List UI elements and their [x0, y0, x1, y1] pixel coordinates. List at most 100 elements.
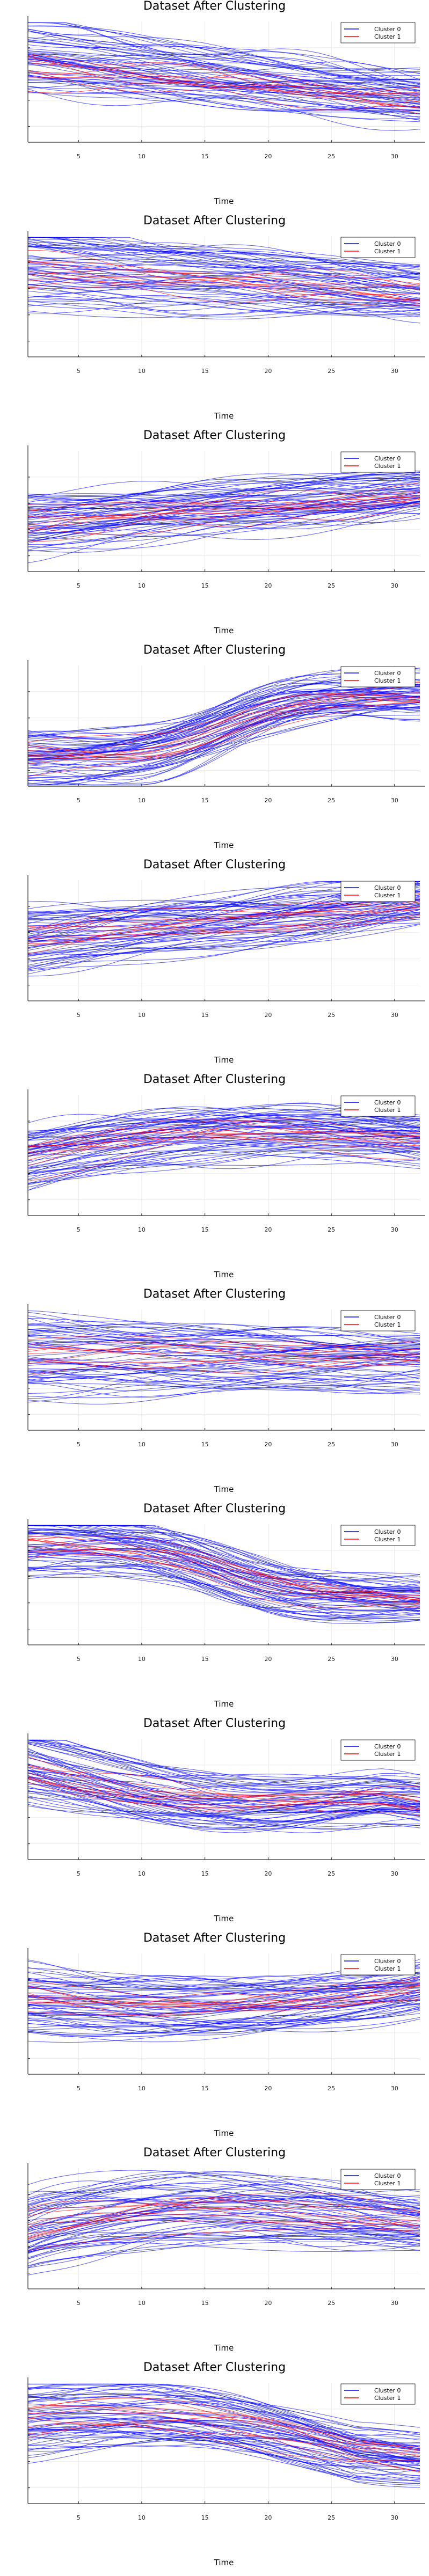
series-lines — [27, 2383, 420, 2487]
series-line-cluster-0 — [28, 22, 420, 87]
series-line-cluster-0 — [27, 1559, 420, 1623]
series-line-cluster-0 — [27, 705, 420, 786]
x-tick-label: 25 — [328, 1441, 335, 1448]
series-line-cluster-0 — [27, 1368, 420, 1382]
series-line-cluster-0 — [27, 271, 420, 295]
x-tick-label: 5 — [77, 2300, 81, 2307]
series-line-cluster-0 — [27, 1160, 420, 1175]
series-line-cluster-0 — [27, 79, 420, 112]
series-line-cluster-0 — [27, 56, 420, 103]
series-line-cluster-0 — [27, 1387, 420, 1404]
series-line-cluster-1 — [27, 1777, 420, 1802]
chart-title: Dataset After Clustering — [143, 1288, 286, 1301]
series-line-cluster-0 — [27, 1112, 420, 1138]
series-line-cluster-0 — [27, 1136, 420, 1147]
series-line-cluster-0 — [27, 41, 420, 92]
series-line-cluster-1 — [27, 693, 420, 759]
series-lines — [27, 666, 420, 786]
series-line-cluster-1 — [27, 281, 420, 304]
series-line-cluster-0 — [27, 1310, 420, 1352]
x-tick-label: 30 — [391, 1656, 398, 1663]
chart-svg: Dataset After Clustering 5 10 15 20 25 30 Time C… — [27, 2361, 425, 2567]
series-line-cluster-0 — [27, 1967, 420, 1989]
series-line-cluster-0 — [27, 1572, 420, 1620]
series-line-cluster-1 — [27, 2207, 420, 2239]
series-line-cluster-1 — [27, 2200, 420, 2213]
series-line-cluster-0 — [27, 1790, 420, 1829]
legend-box — [340, 2169, 416, 2190]
series-line-cluster-0 — [27, 1999, 420, 2036]
series-line-cluster-1 — [27, 901, 420, 954]
series-line-cluster-0 — [27, 279, 420, 312]
series-line-cluster-0 — [27, 1989, 420, 2023]
series-line-cluster-0 — [27, 270, 420, 302]
series-line-cluster-0 — [27, 1321, 420, 1349]
series-line-cluster-0 — [27, 1359, 420, 1386]
x-tick-label: 10 — [138, 1441, 146, 1448]
series-line-cluster-1 — [27, 1984, 420, 2007]
series-lines — [27, 22, 420, 131]
x-tick-label: 5 — [77, 582, 81, 589]
series-line-cluster-1 — [27, 1537, 420, 1599]
series-line-cluster-0 — [27, 1532, 420, 1602]
chart-panel: Dataset After Clustering 5 10 15 20 25 30 Time C… — [0, 1932, 429, 2147]
series-line-cluster-1 — [27, 1136, 420, 1181]
series-line-cluster-0 — [27, 2189, 420, 2231]
series-line-cluster-0 — [27, 2396, 420, 2444]
series-line-cluster-0 — [27, 1383, 420, 1391]
legend-label: Cluster 1 — [374, 892, 401, 899]
series-line-cluster-0 — [27, 909, 420, 971]
series-line-cluster-1 — [27, 1984, 420, 2009]
series-line-cluster-1 — [27, 681, 420, 743]
legend-label: Cluster 0 — [374, 884, 401, 891]
series-line-cluster-1 — [27, 2417, 420, 2473]
series-line-cluster-0 — [27, 2445, 420, 2471]
series-lines — [27, 470, 420, 564]
series-line-cluster-1 — [27, 63, 420, 97]
series-line-cluster-0 — [27, 470, 420, 498]
series-line-cluster-0 — [27, 2218, 420, 2249]
x-tick-label: 30 — [391, 1012, 398, 1019]
series-line-cluster-1 — [27, 1767, 420, 1810]
series-line-cluster-0 — [27, 1739, 420, 1790]
legend-box — [340, 237, 416, 258]
series-line-cluster-0 — [27, 25, 420, 73]
series-line-cluster-0 — [27, 274, 420, 301]
legend-box — [340, 2383, 416, 2405]
series-line-cluster-0 — [27, 684, 420, 745]
x-tick-label: 5 — [77, 2514, 81, 2521]
chart-title: Dataset After Clustering — [143, 1503, 286, 1516]
series-line-cluster-1 — [27, 63, 420, 108]
legend-label: Cluster 1 — [374, 248, 401, 255]
legend-label: Cluster 1 — [374, 677, 401, 684]
series-line-cluster-1 — [27, 700, 420, 777]
x-tick-label: 15 — [201, 2300, 209, 2307]
x-tick-label: 15 — [201, 1870, 209, 1877]
legend-box — [340, 666, 416, 687]
series-line-cluster-0 — [27, 501, 420, 551]
series-line-cluster-0 — [27, 1977, 420, 2002]
series-line-cluster-0 — [27, 1136, 420, 1169]
series-line-cluster-0 — [27, 1533, 420, 1583]
x-axis-label: Time — [214, 1699, 234, 1709]
legend-label: Cluster 0 — [374, 670, 401, 677]
chart-title: Dataset After Clustering — [143, 2147, 286, 2160]
series-lines — [27, 1525, 420, 1624]
legend-label: Cluster 0 — [374, 1314, 401, 1321]
x-tick-label: 30 — [391, 1441, 398, 1448]
series-line-cluster-0 — [27, 511, 420, 550]
series-line-cluster-0 — [27, 2221, 420, 2251]
series-line-cluster-0 — [27, 1797, 420, 1831]
series-line-cluster-1 — [27, 1348, 420, 1365]
legend-label: Cluster 0 — [374, 2172, 401, 2179]
legend-label: Cluster 0 — [374, 1958, 401, 1965]
series-line-cluster-0 — [27, 1741, 420, 1803]
series-line-cluster-0 — [27, 1378, 420, 1392]
x-tick-label: 25 — [328, 1656, 335, 1663]
chart-panel: Dataset After Clustering 5 10 15 20 25 30 Time C… — [0, 215, 429, 429]
legend-label: Cluster 0 — [374, 1743, 401, 1750]
series-line-cluster-0 — [27, 2433, 420, 2468]
x-tick-label: 10 — [138, 1870, 146, 1877]
series-line-cluster-1 — [27, 701, 420, 764]
series-line-cluster-0 — [27, 480, 420, 497]
